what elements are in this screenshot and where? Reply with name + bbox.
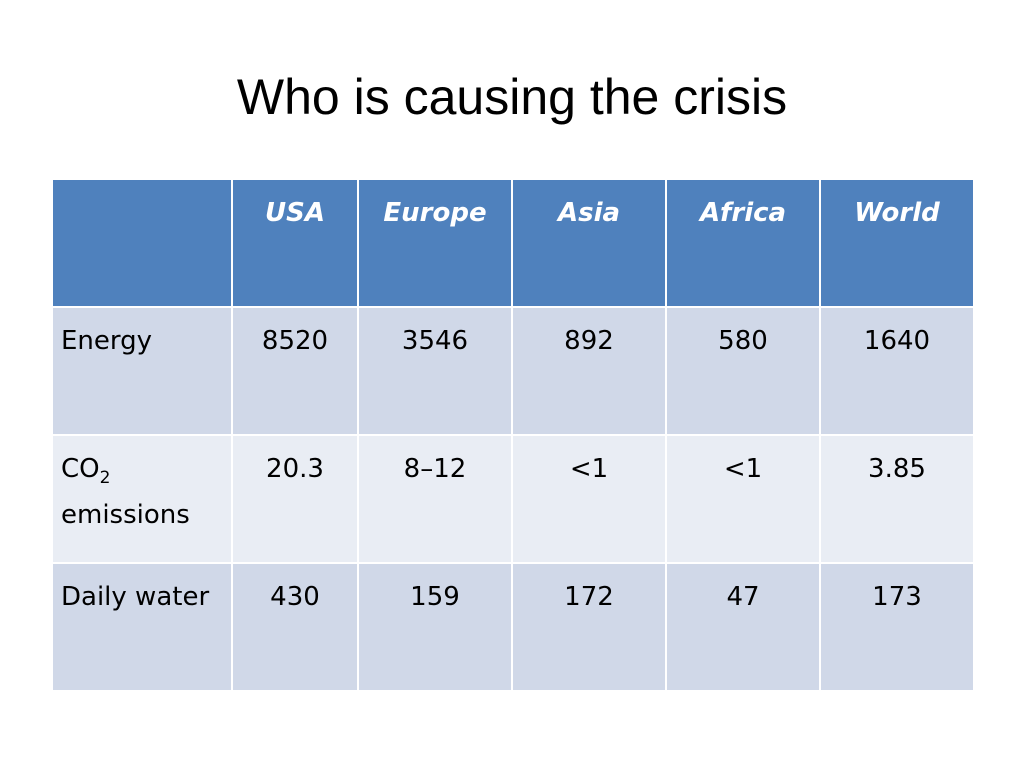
table-cell: 159 [357, 562, 513, 692]
table-cell: <1 [511, 434, 667, 564]
header-cell-usa: USA [231, 178, 359, 308]
table-row-energy: Energy 8520 3546 892 580 1640 [51, 306, 975, 436]
table-row-co2-emissions: CO2 emissions 20.3 8–12 <1 <1 3.85 [51, 434, 975, 564]
table-cell: <1 [665, 434, 821, 564]
header-cell-empty [51, 178, 233, 308]
table-cell: 892 [511, 306, 667, 436]
header-cell-africa: Africa [665, 178, 821, 308]
table-cell: 172 [511, 562, 667, 692]
header-cell-europe: Europe [357, 178, 513, 308]
table-cell: 580 [665, 306, 821, 436]
table-cell: 173 [819, 562, 975, 692]
header-cell-asia: Asia [511, 178, 667, 308]
co2-label-line2: emissions [61, 500, 190, 530]
table-cell: 3.85 [819, 434, 975, 564]
table-row-daily-water: Daily water 430 159 172 47 173 [51, 562, 975, 692]
row-label: Daily water [51, 562, 233, 692]
table-header-row: USA Europe Asia Africa World [51, 178, 975, 308]
comparison-table: USA Europe Asia Africa World Energy 8520… [51, 178, 975, 692]
row-label: Energy [51, 306, 233, 436]
slide-title: Who is causing the crisis [236, 69, 788, 125]
co2-label-line1: CO2 [61, 446, 223, 492]
co2-label-subscript: 2 [99, 468, 111, 489]
table-cell: 3546 [357, 306, 513, 436]
table-cell: 8–12 [357, 434, 513, 564]
header-cell-world: World [819, 178, 975, 308]
table-cell: 430 [231, 562, 359, 692]
table-cell: 8520 [231, 306, 359, 436]
row-label: CO2 emissions [51, 434, 233, 564]
table-cell: 20.3 [231, 434, 359, 564]
table-cell: 1640 [819, 306, 975, 436]
table-cell: 47 [665, 562, 821, 692]
co2-label-main: CO [61, 454, 100, 484]
